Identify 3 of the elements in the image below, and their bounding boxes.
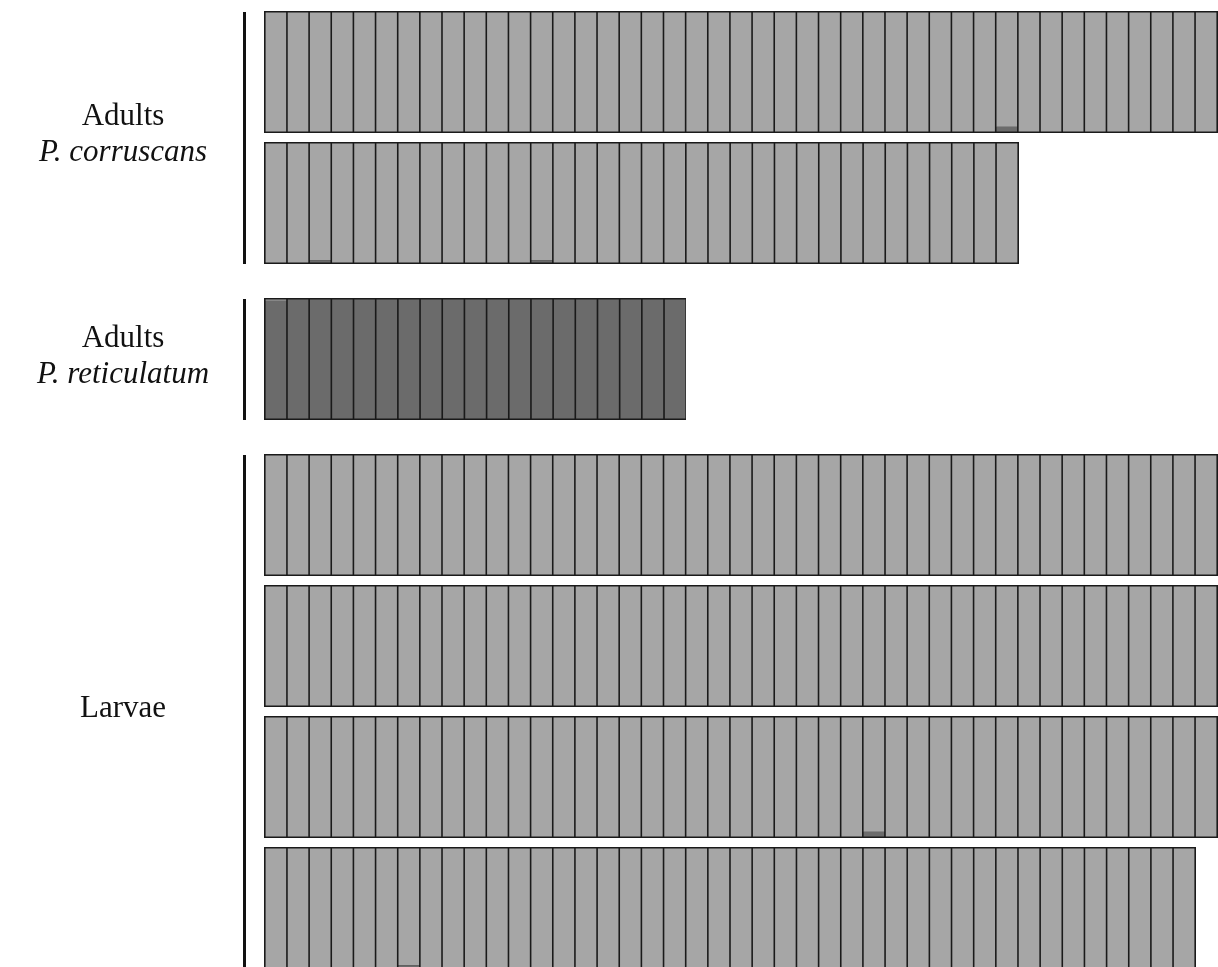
text: Larvae bbox=[78, 689, 167, 725]
text: Adults P. reticulatum bbox=[35, 318, 211, 391]
text: Adults P. corruscans bbox=[37, 97, 209, 169]
